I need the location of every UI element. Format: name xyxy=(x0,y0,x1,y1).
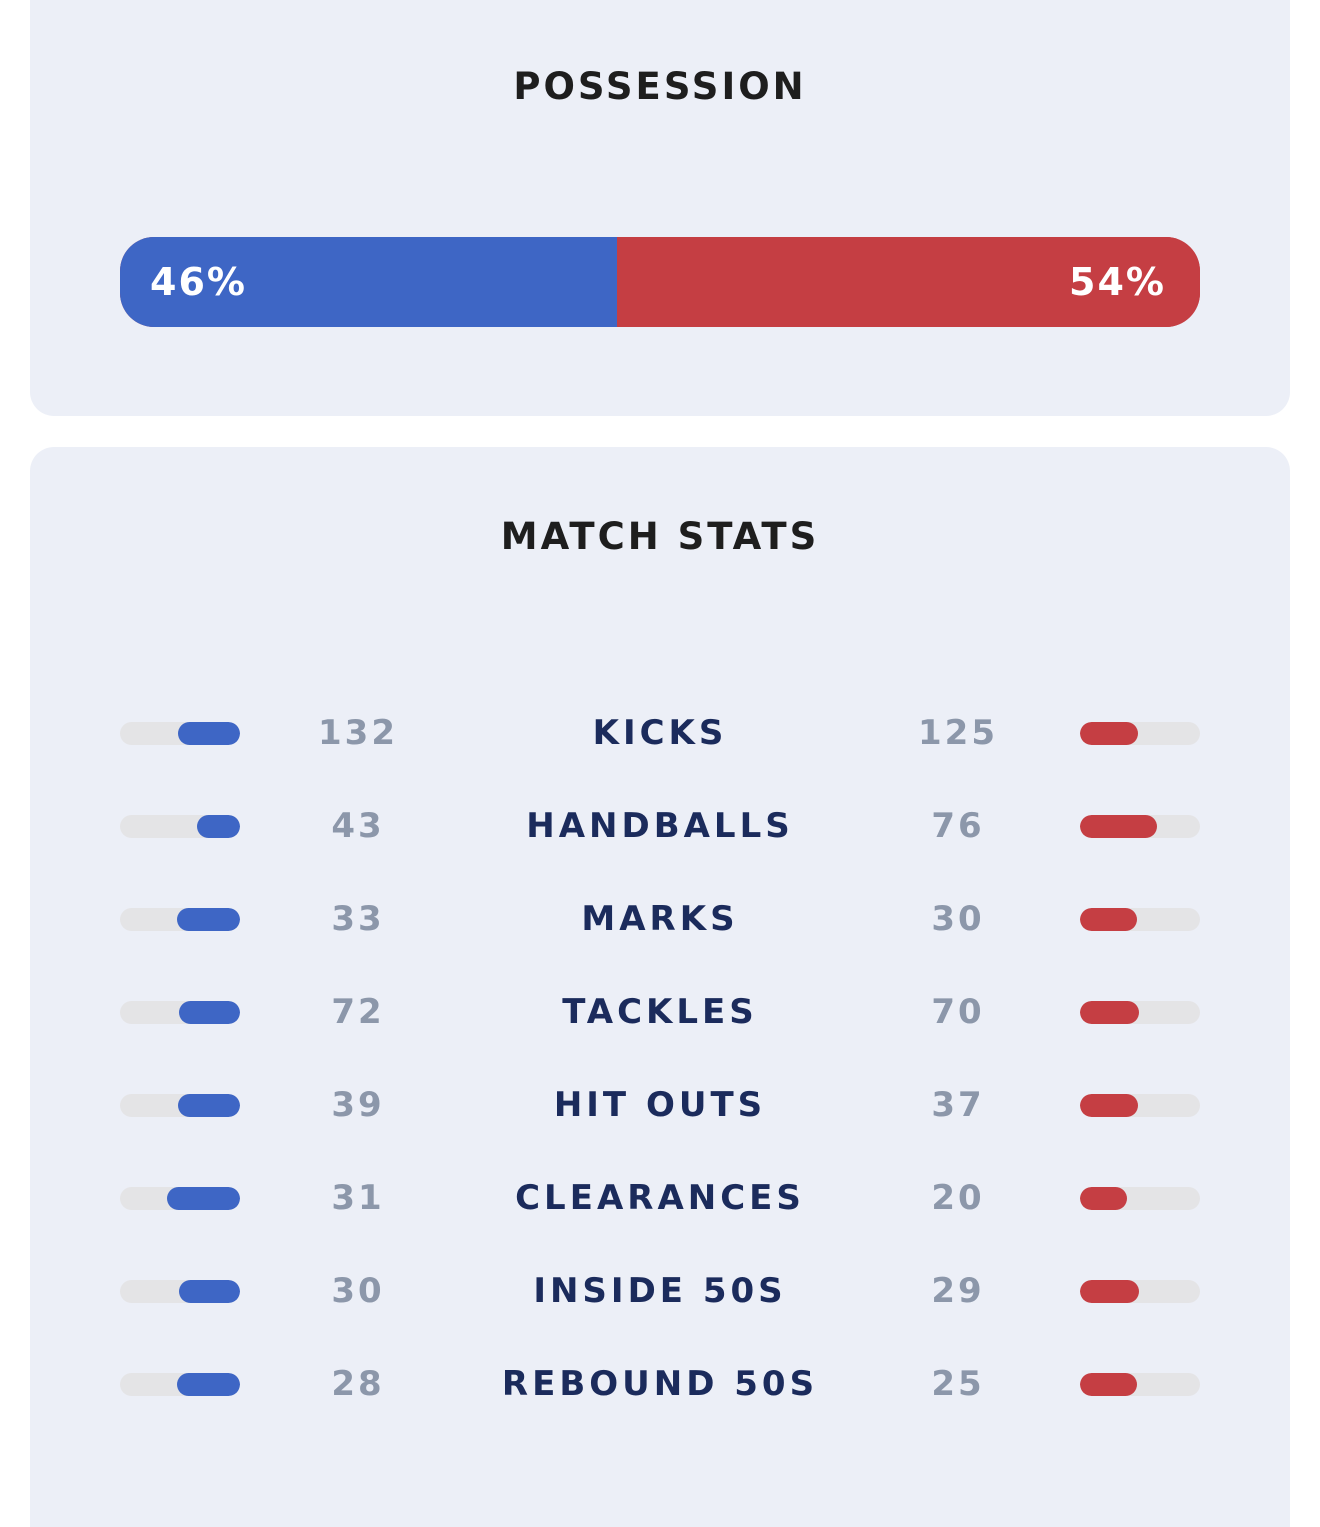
away-stat-value: 125 xyxy=(918,713,998,753)
home-stat-value: 72 xyxy=(331,992,385,1032)
possession-home-segment: 46% xyxy=(120,237,617,327)
home-stat-value: 39 xyxy=(331,1085,385,1125)
away-stat-value: 30 xyxy=(931,899,985,939)
home-stat-value: 43 xyxy=(331,806,385,846)
away-stat-value: 37 xyxy=(931,1085,985,1125)
home-stat-value: 132 xyxy=(318,713,398,753)
home-stat-value: 28 xyxy=(331,1364,385,1404)
home-stat-bar xyxy=(120,1187,240,1210)
home-stat-bar xyxy=(120,1001,240,1024)
match-stats-card: MATCH STATS 132 KICKS 125 43 HANDBALLS 76 33 MA… xyxy=(30,447,1290,1527)
away-stat-value: 29 xyxy=(931,1271,985,1311)
away-stat-bar-fill xyxy=(1080,722,1139,745)
stat-row: 132 KICKS 125 xyxy=(30,710,1290,756)
home-stat-bar-fill xyxy=(178,722,240,745)
home-stat-bar-fill xyxy=(177,908,240,931)
away-stat-bar-fill xyxy=(1080,815,1157,838)
away-stat-bar xyxy=(1080,1001,1200,1024)
stat-label: HANDBALLS xyxy=(526,806,794,846)
away-stat-bar xyxy=(1080,908,1200,931)
home-stat-bar xyxy=(120,1373,240,1396)
possession-away-segment: 54% xyxy=(616,237,1200,327)
possession-title: POSSESSION xyxy=(513,65,807,108)
away-stat-bar xyxy=(1080,1187,1200,1210)
stat-label: INSIDE 50S xyxy=(533,1271,787,1311)
home-stat-bar-fill xyxy=(178,1094,240,1117)
home-stat-bar xyxy=(120,1280,240,1303)
stat-label: HIT OUTS xyxy=(553,1085,767,1125)
home-stat-value: 30 xyxy=(331,1271,385,1311)
away-stat-bar-fill xyxy=(1080,908,1138,931)
stat-label: CLEARANCES xyxy=(515,1178,805,1218)
away-stat-bar-fill xyxy=(1080,1280,1139,1303)
stat-row: 72 TACKLES 70 xyxy=(30,989,1290,1035)
stat-label: KICKS xyxy=(592,713,728,753)
away-stat-bar xyxy=(1080,1094,1200,1117)
possession-away-label: 54% xyxy=(1069,260,1166,304)
away-stat-value: 20 xyxy=(931,1178,985,1218)
home-stat-bar-fill xyxy=(167,1187,240,1210)
home-stat-bar xyxy=(120,1094,240,1117)
possession-bar: 46% 54% xyxy=(120,237,1200,327)
stat-row: 43 HANDBALLS 76 xyxy=(30,803,1290,849)
home-stat-bar xyxy=(120,908,240,931)
stat-row: 28 REBOUND 50S 25 xyxy=(30,1361,1290,1407)
away-stat-bar xyxy=(1080,815,1200,838)
away-stat-bar-fill xyxy=(1080,1187,1128,1210)
away-stat-value: 76 xyxy=(931,806,985,846)
away-stat-bar xyxy=(1080,722,1200,745)
home-stat-bar-fill xyxy=(196,815,240,838)
stat-row: 39 HIT OUTS 37 xyxy=(30,1082,1290,1128)
home-stat-value: 31 xyxy=(331,1178,385,1218)
home-stat-bar-fill xyxy=(176,1373,240,1396)
match-stats-title: MATCH STATS xyxy=(500,515,820,558)
home-stat-bar-fill xyxy=(179,1001,240,1024)
away-stat-bar-fill xyxy=(1080,1001,1140,1024)
away-stat-value: 70 xyxy=(931,992,985,1032)
home-stat-value: 33 xyxy=(331,899,385,939)
away-stat-bar-fill xyxy=(1080,1094,1139,1117)
stat-row: 30 INSIDE 50S 29 xyxy=(30,1268,1290,1314)
away-stat-bar-fill xyxy=(1080,1373,1137,1396)
stat-row: 33 MARKS 30 xyxy=(30,896,1290,942)
home-stat-bar-fill xyxy=(178,1280,240,1303)
away-stat-bar xyxy=(1080,1280,1200,1303)
stat-label: REBOUND 50S xyxy=(501,1364,819,1404)
home-stat-bar xyxy=(120,722,240,745)
stat-label: TACKLES xyxy=(562,992,758,1032)
away-stat-bar xyxy=(1080,1373,1200,1396)
possession-home-label: 46% xyxy=(150,260,247,304)
stat-label: MARKS xyxy=(581,899,739,939)
home-stat-bar xyxy=(120,815,240,838)
away-stat-value: 25 xyxy=(931,1364,985,1404)
possession-card: POSSESSION 46% 54% xyxy=(30,0,1290,416)
stat-row: 31 CLEARANCES 20 xyxy=(30,1175,1290,1221)
